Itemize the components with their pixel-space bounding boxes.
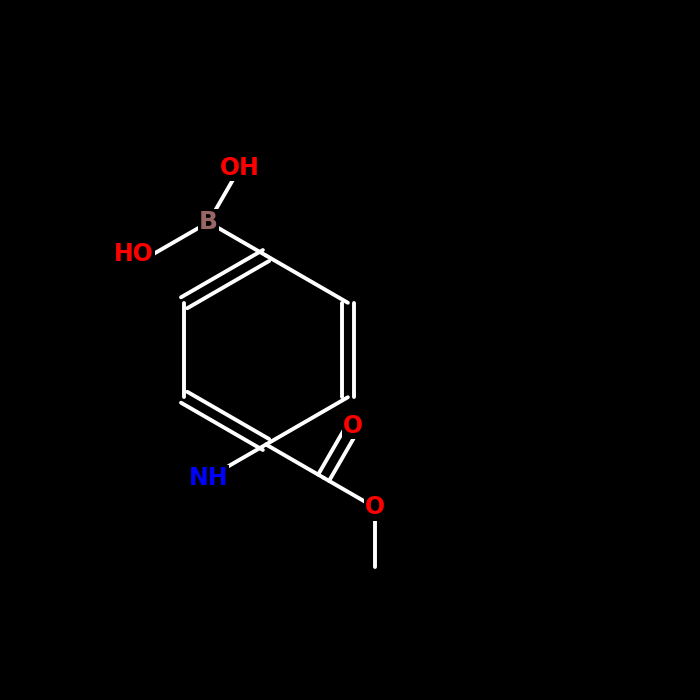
Text: HO: HO [114, 241, 154, 266]
Text: O: O [365, 496, 385, 519]
Text: NH: NH [189, 466, 228, 490]
Text: O: O [343, 414, 363, 438]
Text: B: B [199, 210, 218, 235]
Text: OH: OH [220, 155, 260, 180]
